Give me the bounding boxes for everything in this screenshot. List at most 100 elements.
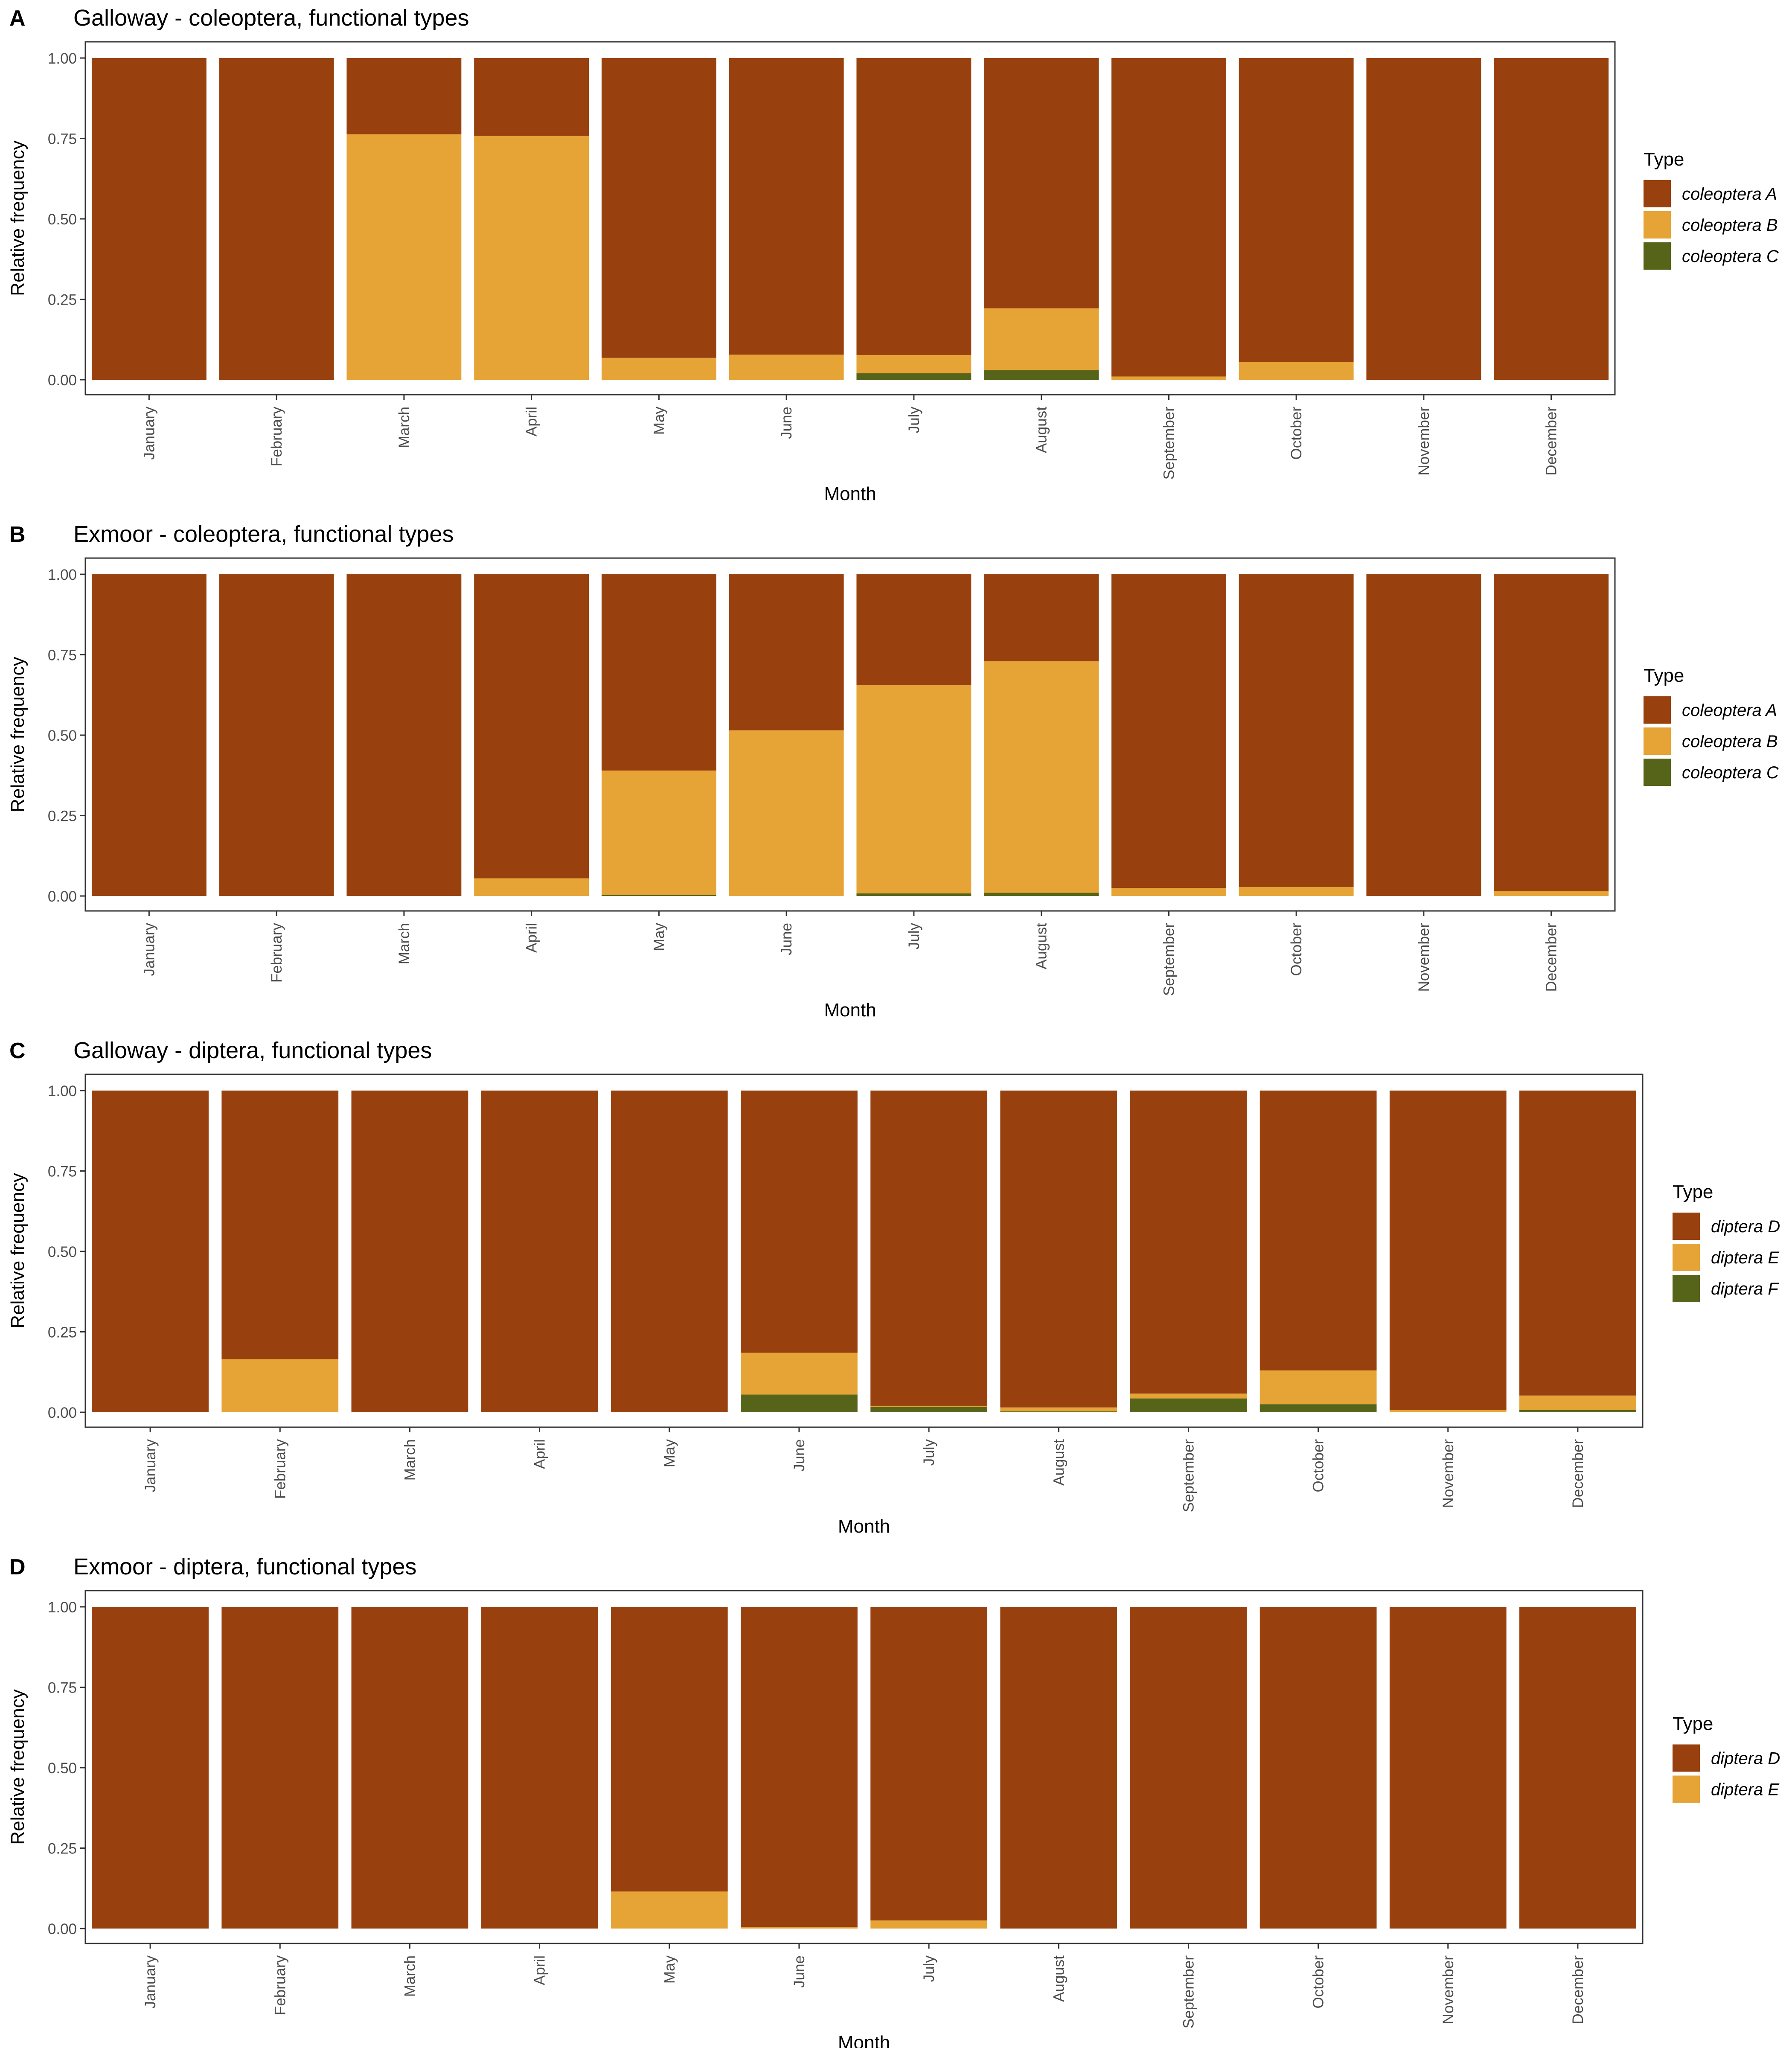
x-axis-label: Month [838,2032,890,2048]
bar-segment [611,1607,728,1892]
legend-key [1673,1244,1700,1271]
legend-label: coleoptera A [1682,185,1777,204]
legend-label: coleoptera B [1682,216,1778,235]
x-tick-label: April [524,923,540,953]
panel-letter: D [9,1555,26,1580]
bar-segment [1366,574,1481,896]
bar-segment [1239,574,1354,887]
bar-segment [984,308,1099,370]
legend-key [1644,696,1671,724]
y-tick-label: 0.50 [48,1244,77,1260]
bar-segment [474,574,589,879]
bar-segment [221,1091,339,1359]
bar-segment [984,370,1099,380]
bar-segment [1519,1395,1636,1410]
x-tick-label: April [532,1955,548,1985]
bar-segment [741,1927,858,1929]
x-tick-label: November [1440,1439,1457,1508]
chart-panel-d: D Exmoor - diptera, functional types Relat… [7,1554,1780,2048]
x-tick-label: January [142,1955,159,2009]
bar-segment [1111,376,1226,380]
plot-border [84,1073,1644,1428]
x-tick-label: May [651,407,667,435]
chart-title: Galloway - diptera, functional types [73,1038,432,1063]
x-tick-label: February [272,1439,288,1499]
bar-segment [870,1407,987,1412]
bar-segment [1239,887,1354,896]
y-axis-label: Relative frequency [7,1689,28,1844]
bar-segment [1366,58,1481,380]
plot-border [84,557,1616,912]
y-tick-label: 1.00 [48,1083,77,1100]
x-tick-label: January [142,1439,159,1492]
legend-key [1673,1213,1700,1240]
bar-segment [1111,574,1226,888]
x-tick-label: September [1180,1439,1197,1513]
bar-segment [601,58,716,358]
y-tick-label: 0.75 [48,1680,77,1696]
bar-segment [474,58,589,136]
bar-segment [1494,574,1609,891]
bar-segment [1260,1370,1377,1405]
y-tick-label: 0.00 [48,888,77,905]
bar-segment [1239,362,1354,380]
bar-segment [1260,1404,1377,1412]
x-tick-label: September [1161,407,1177,480]
legend-key [1673,1744,1700,1772]
x-tick-label: May [651,923,667,951]
y-tick-label: 0.50 [48,1760,77,1777]
x-tick-label: May [661,1439,678,1468]
y-tick-label: 0.50 [48,211,77,228]
panel-letter: B [9,522,26,547]
legend-key [1644,242,1671,270]
x-tick-label: September [1161,923,1177,996]
bar-segment [1519,1607,1636,1929]
bar-segment [1000,1407,1117,1411]
y-tick-label: 0.00 [48,372,77,389]
x-tick-label: November [1440,1955,1457,2025]
x-tick-label: July [921,1439,937,1466]
x-tick-label: October [1310,1955,1327,2009]
bar-segment [729,730,844,896]
bar-segment [1494,58,1609,380]
legend-key [1673,1775,1700,1803]
x-tick-label: August [1050,1955,1067,2002]
chart-panel-a: A Galloway - coleoptera, functional types… [7,5,1779,504]
y-tick-label: 0.75 [48,131,77,148]
legend-label: coleoptera C [1682,763,1779,782]
legend-label: coleoptera B [1682,732,1778,751]
bar-segment [856,355,972,373]
x-tick-label: March [396,407,413,448]
x-tick-label: December [1570,1439,1586,1508]
bar-segment [601,574,716,771]
bar-segment [91,574,207,896]
legend-title: Type [1644,149,1684,170]
bar-segment [984,661,1099,893]
bar-segment [1389,1410,1507,1412]
x-tick-label: June [791,1439,808,1472]
x-tick-label: October [1288,407,1305,460]
y-tick-label: 0.25 [48,1841,77,1857]
x-tick-label: March [401,1439,418,1481]
bar-segment [611,1091,728,1412]
bar-segment [856,373,972,380]
x-tick-label: February [272,1955,288,2016]
bar-segment [91,58,207,380]
bar-segment [346,134,462,380]
chart-panel-c: C Galloway - diptera, functional types Rel… [7,1038,1780,1537]
bar-segment [92,1091,209,1412]
bar-segment [1111,58,1226,377]
x-tick-label: December [1543,407,1560,476]
legend-label: diptera D [1711,1749,1780,1768]
x-tick-label: August [1050,1439,1067,1486]
bar-segment [601,358,716,380]
bar-segment [984,58,1099,308]
legend-label: diptera D [1711,1217,1780,1236]
bar-segment [1239,58,1354,362]
panel-letter: C [9,1039,26,1063]
bar-segment [1000,1091,1117,1408]
x-tick-label: May [661,1955,678,1984]
bar-segment [856,58,972,355]
x-tick-label: June [778,407,795,439]
x-tick-label: October [1310,1439,1327,1492]
